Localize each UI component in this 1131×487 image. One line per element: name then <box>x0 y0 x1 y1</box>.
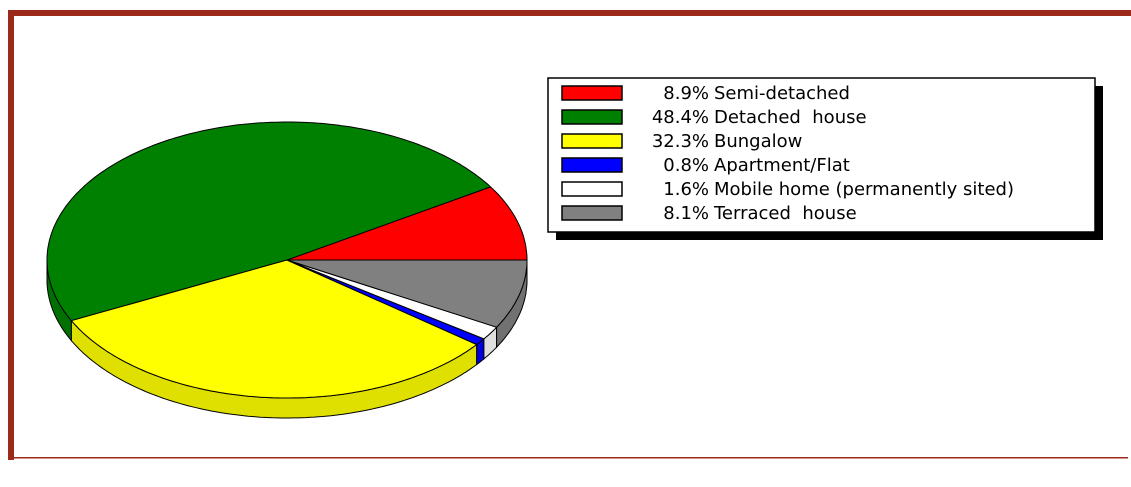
legend-swatch <box>561 109 623 125</box>
legend-label: Detached house <box>714 107 867 128</box>
slice <box>286 186 528 261</box>
legend-swatch <box>561 85 623 101</box>
legend-label: Mobile home (permanently sited) <box>714 179 1014 200</box>
slice <box>70 259 478 399</box>
legend-swatch <box>561 133 623 149</box>
legend-value: 8.9% <box>663 83 709 104</box>
slice <box>46 121 492 322</box>
legend-swatch <box>561 157 623 173</box>
legend-value: 8.1% <box>663 203 709 224</box>
pie <box>46 121 528 419</box>
legend-box <box>547 77 1096 233</box>
frame-top <box>8 10 1131 16</box>
slice <box>286 259 498 340</box>
legend-swatch <box>561 181 623 197</box>
legend-label: Terraced house <box>713 203 857 224</box>
legend-value: 48.4% <box>652 107 709 128</box>
frame-left <box>8 10 14 460</box>
frame-bottom <box>8 457 1128 459</box>
legend-value: 32.3% <box>652 131 709 152</box>
slice <box>286 259 528 328</box>
legend-value: 0.8% <box>663 155 709 176</box>
legend-label: Bungalow <box>714 131 802 152</box>
legend-swatch <box>561 205 623 221</box>
legend-label: Apartment/Flat <box>714 155 850 176</box>
legend-label: Semi-detached <box>714 83 850 104</box>
legend-value: 1.6% <box>663 179 709 200</box>
